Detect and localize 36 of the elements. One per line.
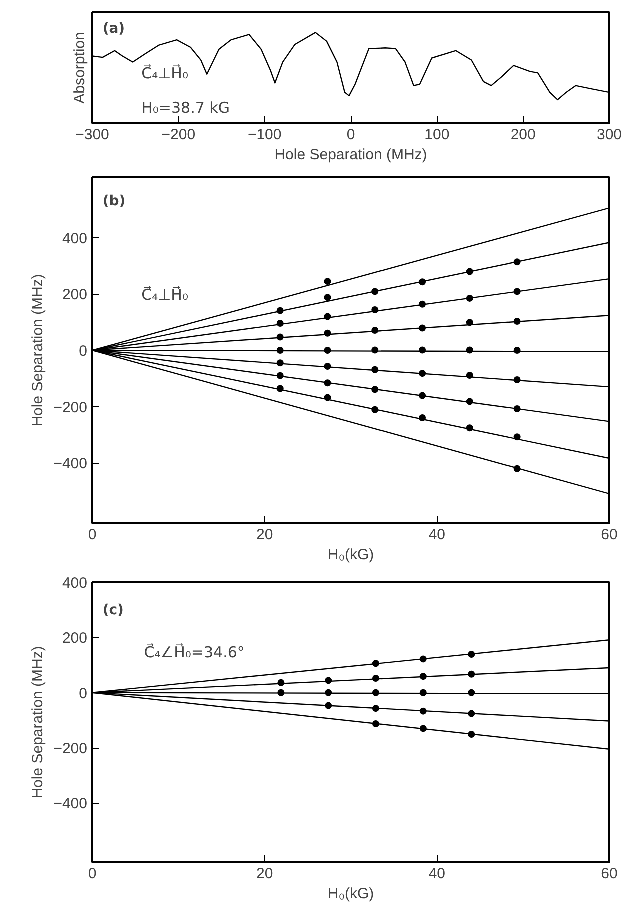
x-tick-label: 0 bbox=[346, 126, 356, 144]
y-tick-label: −400 bbox=[54, 456, 88, 473]
x-axis-title: H₀(kG) bbox=[328, 546, 374, 564]
annotation: H₀=38.7 kG bbox=[142, 98, 230, 117]
x-tick-label: 20 bbox=[256, 866, 274, 882]
y-tick-label: −400 bbox=[54, 796, 88, 813]
y-tick-label: 400 bbox=[62, 575, 88, 592]
x-tick-label: 40 bbox=[428, 866, 446, 882]
y-tick-label: 0 bbox=[79, 685, 88, 702]
x-tick-label: −200 bbox=[162, 126, 196, 144]
x-tick-label: 40 bbox=[428, 526, 446, 544]
y-tick-label: 200 bbox=[62, 630, 88, 648]
annotation: (a) bbox=[102, 21, 126, 38]
x-axis-title: Hole Separation (MHz) bbox=[274, 146, 428, 164]
x-tick-label: 60 bbox=[601, 526, 618, 544]
y-tick-label: 0 bbox=[79, 343, 88, 360]
y-axis-title: Hole Separation (MHz) bbox=[30, 274, 47, 427]
annotation: (b) bbox=[102, 194, 126, 210]
y-tick-label: −200 bbox=[54, 740, 88, 758]
x-tick-label: −300 bbox=[76, 126, 110, 144]
x-tick-label: 60 bbox=[601, 866, 618, 882]
x-tick-label: 20 bbox=[256, 526, 274, 544]
y-axis-title: Absorption bbox=[72, 32, 88, 104]
x-axis-title: H₀(kG) bbox=[328, 886, 374, 902]
annotation: C⃗₄∠H⃗₀=34.6° bbox=[144, 642, 245, 662]
y-tick-label: −200 bbox=[54, 399, 88, 416]
y-axis-title: Hole Separation (MHz) bbox=[30, 646, 47, 799]
x-tick-label: 300 bbox=[596, 126, 622, 144]
annotation: C⃗₄⊥H⃗₀ bbox=[142, 285, 188, 304]
y-tick-label: 400 bbox=[62, 230, 88, 248]
annotation: C⃗₄⊥H⃗₀ bbox=[142, 64, 188, 83]
x-tick-label: −100 bbox=[248, 126, 282, 144]
y-tick-label: 200 bbox=[62, 286, 88, 304]
x-tick-label: 100 bbox=[424, 126, 450, 144]
annotation: (c) bbox=[102, 602, 124, 618]
x-tick-label: 200 bbox=[510, 126, 536, 144]
